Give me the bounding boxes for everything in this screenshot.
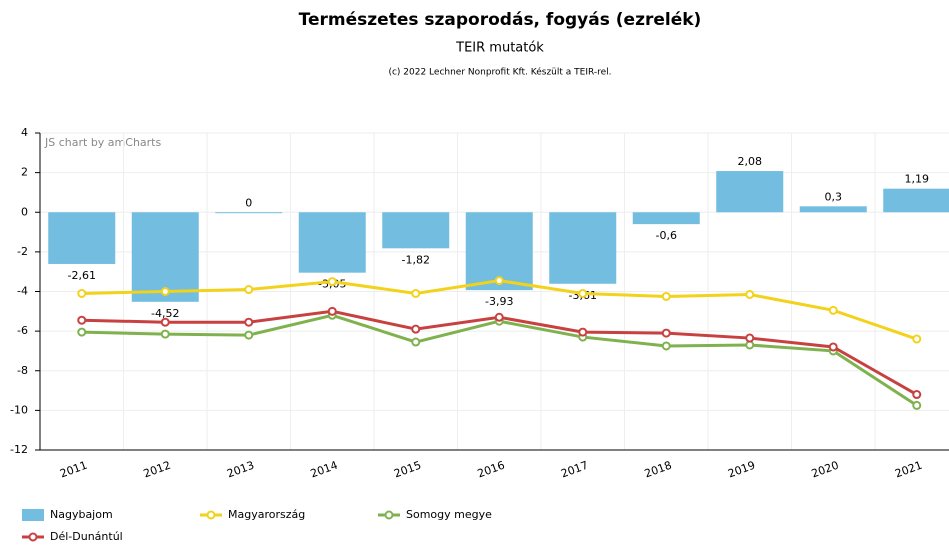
legend-label: Nagybajom <box>50 508 113 521</box>
data-label: -0,6 <box>656 229 677 242</box>
bar <box>298 212 366 273</box>
x-tick-label: 2019 <box>726 459 757 481</box>
point <box>661 328 671 338</box>
bar <box>48 212 116 264</box>
point <box>411 288 421 298</box>
point <box>244 317 254 327</box>
point <box>160 317 170 327</box>
point <box>912 400 922 410</box>
bar <box>883 188 949 213</box>
y-tick-label: -10 <box>10 403 28 416</box>
bar <box>131 212 199 302</box>
legend-label: Magyarország <box>228 508 305 521</box>
point <box>494 312 504 322</box>
point <box>160 287 170 296</box>
point <box>77 288 87 298</box>
bar <box>549 212 617 284</box>
point <box>745 333 755 343</box>
x-tick-label: 2015 <box>392 459 423 481</box>
point <box>745 289 755 299</box>
point <box>494 276 504 286</box>
point <box>411 324 421 334</box>
point <box>661 291 671 301</box>
x-tick-label: 2020 <box>810 459 841 481</box>
x-tick-label: 2012 <box>142 459 173 481</box>
credit: (c) 2022 Lechner Nonprofit Kft. Készült … <box>388 67 611 78</box>
x-tick-label: 2021 <box>893 459 924 481</box>
point <box>828 305 838 315</box>
legend-swatch <box>384 510 394 520</box>
data-label: 2,08 <box>738 155 763 168</box>
x-tick-label: 2011 <box>58 459 89 481</box>
watermark: JS chart by amCharts <box>44 136 161 149</box>
point <box>77 327 87 337</box>
point <box>327 306 337 316</box>
legend-label: Dél-Dunántúl <box>50 530 123 543</box>
bar <box>632 212 700 225</box>
point <box>244 330 254 340</box>
point <box>578 327 588 337</box>
point <box>912 390 922 400</box>
x-tick-label: 2018 <box>643 459 674 481</box>
y-tick-label: -4 <box>17 285 28 298</box>
x-tick-label: 2016 <box>476 459 507 481</box>
point <box>327 277 337 287</box>
bar <box>799 206 867 213</box>
y-tick-label: 0 <box>21 205 28 218</box>
x-tick-label: 2017 <box>559 459 590 481</box>
point <box>77 315 87 325</box>
point <box>244 285 254 295</box>
y-tick-label: -2 <box>17 245 28 258</box>
bar <box>716 171 784 213</box>
data-label: 0 <box>245 196 252 209</box>
bar <box>382 212 450 249</box>
x-tick-label: 2013 <box>225 459 256 481</box>
legend-swatch <box>22 509 44 521</box>
legend-swatch <box>28 532 38 542</box>
data-label: -4,52 <box>151 307 179 320</box>
y-tick-label: -6 <box>17 324 28 337</box>
data-label: 1,19 <box>905 173 930 186</box>
legend-swatch <box>206 510 216 520</box>
y-tick-label: -12 <box>10 443 28 456</box>
x-tick-label: 2014 <box>309 459 340 481</box>
point <box>661 341 671 351</box>
point <box>160 329 170 339</box>
legend-label: Somogy megye <box>406 508 492 521</box>
point <box>578 288 588 298</box>
point <box>912 334 922 344</box>
point <box>828 342 838 352</box>
y-tick-label: 4 <box>21 126 28 139</box>
data-label: -3,93 <box>485 295 513 308</box>
y-tick-label: -8 <box>17 364 28 377</box>
data-label: 0,3 <box>825 190 843 203</box>
point <box>411 337 421 347</box>
chart-title: Természetes szaporodás, fogyás (ezrelék) <box>299 10 702 30</box>
y-tick-label: 2 <box>21 166 28 179</box>
data-label: -2,61 <box>68 269 96 282</box>
bar <box>215 212 283 214</box>
data-label: -1,82 <box>402 253 430 266</box>
chart-subtitle: TEIR mutatók <box>455 41 544 56</box>
